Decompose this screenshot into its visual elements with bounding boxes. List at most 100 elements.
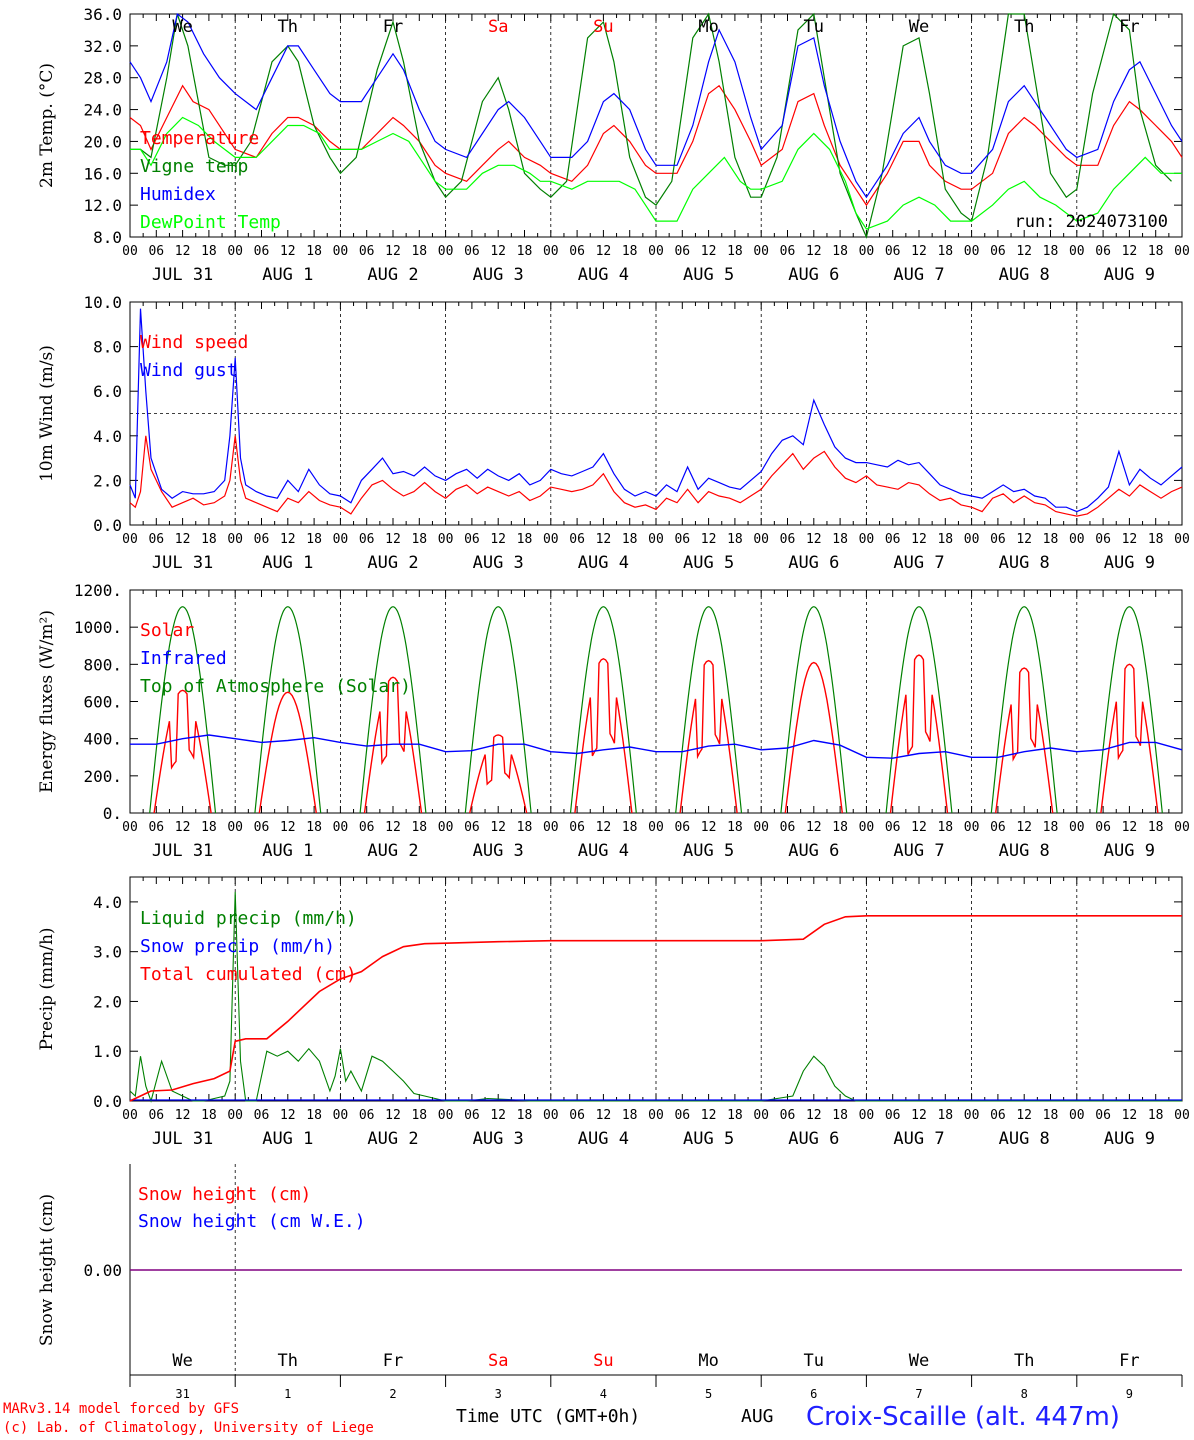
hour-tick-label: 12 <box>175 1108 191 1123</box>
solar-hump <box>784 661 843 814</box>
day-number-label: 4 <box>600 1387 607 1401</box>
hour-tick-label: 06 <box>569 532 585 547</box>
hour-tick-label: 18 <box>517 532 533 547</box>
hour-tick-label: 18 <box>306 1108 322 1123</box>
hour-tick-label: 06 <box>990 1108 1006 1123</box>
hour-tick-label: 12 <box>280 1108 296 1123</box>
hour-tick-label: 18 <box>832 1108 848 1123</box>
legend-precip-2: Total cumulated (cm) <box>140 964 357 985</box>
hour-tick-label: 00 <box>333 820 349 835</box>
y-axis-label-4: Precip (mm/h) <box>37 927 57 1050</box>
day-label: JUL 31 <box>152 553 213 573</box>
legend-precip-0: Liquid precip (mm/h) <box>140 908 357 929</box>
y-tick-label: 4.0 <box>93 893 122 912</box>
hour-tick-label: 00 <box>122 1108 138 1123</box>
legend-temp-0: Temperature <box>140 128 259 149</box>
day-label: AUG 9 <box>1104 553 1155 573</box>
hour-tick-label: 18 <box>517 820 533 835</box>
hour-tick-label: 06 <box>148 532 164 547</box>
credit-lab: (c) Lab. of Climatology, University of L… <box>3 1420 374 1436</box>
hour-tick-label: 06 <box>780 1108 796 1123</box>
hour-tick-label: 18 <box>727 820 743 835</box>
day-label: AUG 6 <box>788 553 839 573</box>
hour-tick-label: 06 <box>464 1108 480 1123</box>
hour-tick-label: 18 <box>201 244 217 259</box>
hour-tick-label: 12 <box>175 244 191 259</box>
y-tick-label: 8.0 <box>93 228 122 247</box>
day-label: AUG 5 <box>683 1129 734 1149</box>
hour-tick-label: 12 <box>596 532 612 547</box>
y-tick-label: 1000. <box>74 618 122 637</box>
hour-tick-label: 12 <box>911 820 927 835</box>
hour-tick-label: 00 <box>753 1108 769 1123</box>
hour-tick-label: 06 <box>1095 244 1111 259</box>
hour-tick-label: 06 <box>1095 820 1111 835</box>
hour-tick-label: 12 <box>701 532 717 547</box>
legend-energy-2: Top of Atmosphere (Solar) <box>140 676 411 697</box>
weekday-label-bottom: Su <box>593 1351 613 1371</box>
hour-tick-label: 18 <box>727 1108 743 1123</box>
hour-tick-label: 06 <box>254 244 270 259</box>
weekday-label: Th <box>1014 17 1034 37</box>
hour-tick-label: 00 <box>648 1108 664 1123</box>
hour-tick-label: 00 <box>122 244 138 259</box>
solar-hump <box>679 659 738 814</box>
y-tick-label: 800. <box>83 655 122 674</box>
liquid-precip-line <box>129 891 1182 1103</box>
hour-tick-label: 00 <box>859 1108 875 1123</box>
hour-tick-label: 06 <box>148 820 164 835</box>
hour-tick-label: 18 <box>622 244 638 259</box>
hour-tick-label: 12 <box>385 244 401 259</box>
hour-tick-label: 00 <box>648 532 664 547</box>
y-tick-label: 1.0 <box>93 1042 122 1061</box>
total-cumulated-line <box>129 914 1182 1102</box>
day-label: AUG 3 <box>473 1129 524 1149</box>
legend-wind-1: Wind gust <box>140 360 238 381</box>
day-label: AUG 7 <box>893 265 944 285</box>
weekday-label-bottom: Th <box>278 1351 298 1371</box>
y-tick-label: 600. <box>83 693 122 712</box>
hour-tick-label: 00 <box>122 532 138 547</box>
weekday-label-bottom: Tu <box>804 1351 824 1371</box>
hour-tick-label: 18 <box>411 820 427 835</box>
hour-tick-label: 06 <box>674 532 690 547</box>
day-number-label: 5 <box>705 1387 712 1401</box>
y-tick-label: 0.00 <box>83 1261 122 1280</box>
weekday-label: We <box>909 17 929 37</box>
hour-tick-label: 00 <box>438 244 454 259</box>
hour-tick-label: 00 <box>964 532 980 547</box>
hour-tick-label: 12 <box>175 820 191 835</box>
hour-tick-label: 12 <box>596 244 612 259</box>
hour-tick-label: 00 <box>227 532 243 547</box>
day-label: AUG 8 <box>999 1129 1050 1149</box>
infrared-line <box>130 734 1183 759</box>
hour-tick-label: 18 <box>1043 1108 1059 1123</box>
toa-solar-hump <box>569 606 637 814</box>
hour-tick-label: 06 <box>359 532 375 547</box>
hour-tick-label: 18 <box>622 820 638 835</box>
solar-hump <box>574 658 633 814</box>
hour-tick-label: 06 <box>1095 532 1111 547</box>
day-number-label: 1 <box>284 1387 291 1401</box>
hour-tick-label: 06 <box>674 244 690 259</box>
hour-tick-label: 06 <box>464 820 480 835</box>
hour-tick-label: 06 <box>148 1108 164 1123</box>
hour-tick-label: 12 <box>806 1108 822 1123</box>
day-label: AUG 2 <box>367 1129 418 1149</box>
credit-model: MARv3.14 model forced by GFS <box>3 1401 240 1417</box>
hour-tick-label: 06 <box>990 244 1006 259</box>
weekday-label: Fr <box>1119 17 1139 37</box>
hour-tick-label: 06 <box>569 1108 585 1123</box>
legend-energy-1: Infrared <box>140 648 227 669</box>
weekday-label-bottom: Sa <box>488 1351 508 1371</box>
hour-tick-label: 12 <box>490 820 506 835</box>
y-tick-label: 2.0 <box>93 471 122 490</box>
x-axis-title: Time UTC (GMT+0h) <box>456 1406 641 1427</box>
y-tick-label: 28.0 <box>83 69 122 88</box>
hour-tick-label: 12 <box>175 532 191 547</box>
hour-tick-label: 00 <box>1174 532 1190 547</box>
solar-hump <box>889 654 949 814</box>
day-label: AUG 4 <box>578 553 629 573</box>
toa-solar-hump <box>990 606 1058 814</box>
day-label: AUG 7 <box>893 1129 944 1149</box>
